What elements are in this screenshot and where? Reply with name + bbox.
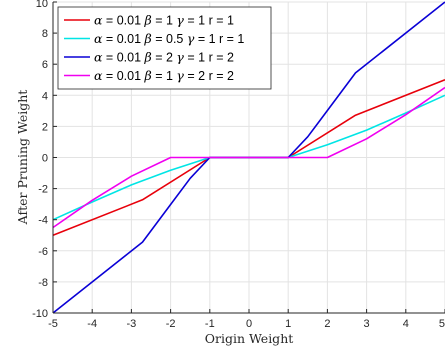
x-tick-label: -2: [166, 318, 176, 330]
legend-box: [57, 6, 272, 90]
y-tick-label: 6: [42, 59, 48, 71]
legend-label: α = 0.01 β = 1 γ = 1 r = 1: [94, 13, 234, 28]
y-tick-label: -6: [38, 246, 48, 258]
y-tick-label: 2: [42, 121, 48, 133]
series-lines: [52, 1, 445, 314]
x-tick-label: 4: [403, 318, 409, 330]
x-tick-label: 3: [364, 318, 370, 330]
x-tick-label: -4: [87, 318, 97, 330]
y-tick-label: -8: [38, 277, 48, 289]
y-tick-label: 4: [42, 90, 48, 102]
x-axis-title: Origin Weight: [205, 331, 294, 346]
series-line-4: [52, 86, 445, 229]
x-tick-label: 1: [285, 318, 291, 330]
y-tick-label: -10: [32, 308, 48, 320]
legend-label: α = 0.01 β = 0.5 γ = 1 r = 1: [94, 31, 244, 46]
legend-label: α = 0.01 β = 1 γ = 2 r = 2: [94, 68, 234, 83]
y-tick-label: 8: [42, 28, 48, 40]
x-tick-label: 2: [324, 318, 330, 330]
y-tick-label: 10: [36, 0, 48, 10]
legend-label: α = 0.01 β = 2 γ = 1 r = 2: [94, 50, 234, 65]
x-tick-label: 0: [246, 318, 252, 330]
x-tick-label: -1: [205, 318, 215, 330]
y-tick-label: -4: [38, 215, 48, 227]
y-axis-title: After Pruning Weight: [15, 90, 30, 226]
axes: [52, 1, 445, 314]
x-tick-label: -3: [127, 318, 137, 330]
x-tick-label: -5: [48, 318, 58, 330]
y-tick-label: 0: [42, 153, 48, 165]
y-tick-label: -2: [38, 184, 48, 196]
x-tick-label: 5: [439, 318, 445, 330]
legend: α = 0.01 β = 1 γ = 1 r = 1 α = 0.01 β = 0…: [57, 6, 272, 90]
